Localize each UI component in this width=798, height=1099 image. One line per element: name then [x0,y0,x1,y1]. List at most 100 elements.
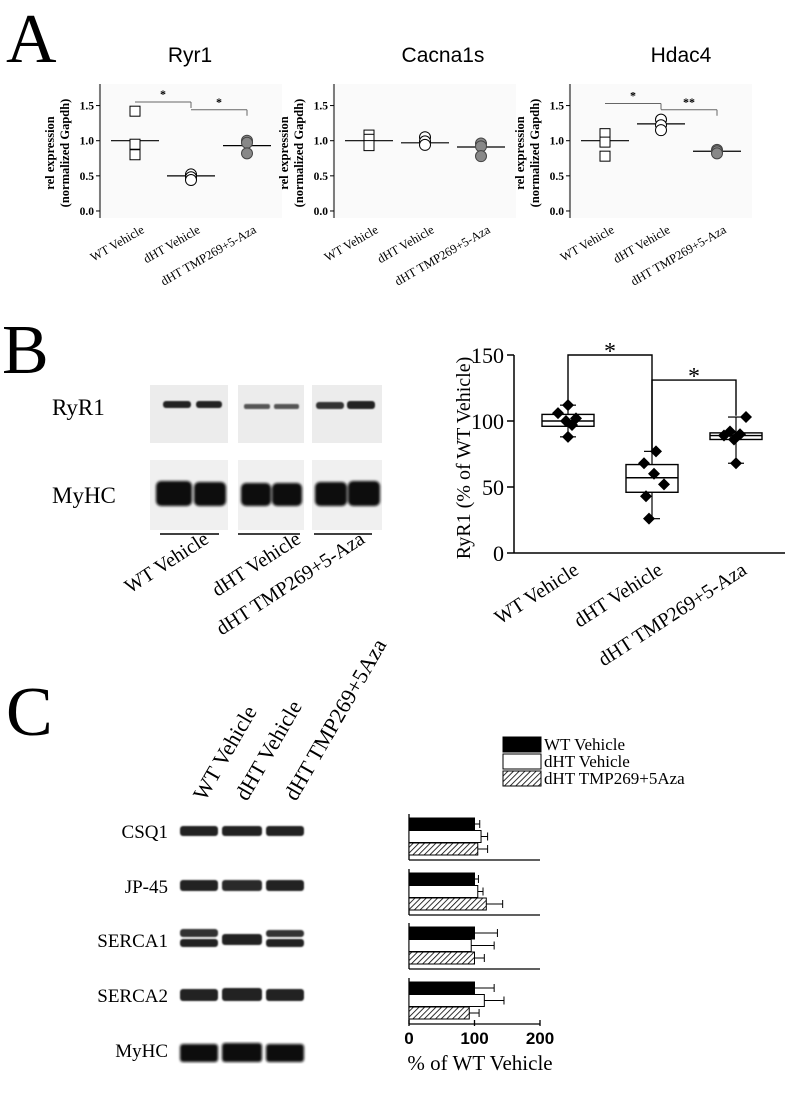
blot-band [222,988,262,1001]
chart-title: Hdac4 [651,44,712,67]
blot-band [266,826,304,836]
legend-swatch [502,753,542,770]
significance-label: ** [683,95,695,109]
data-point [638,457,650,470]
blot-c-row-label: SERCA1 [97,931,168,952]
western-blot-c: WT Vehicle dHT Vehicle dHT TMP269+5Aza C… [97,634,391,1062]
y-tick-label: 0.0 [314,206,329,218]
y-tick-label: 50 [482,475,504,500]
y-tick-label: 1.0 [550,136,565,148]
plot-area [98,84,282,218]
significance-label: * [688,364,700,390]
y-tick-label: 0.5 [314,171,329,183]
chart-title: Cacna1s [402,44,485,67]
x-tick-label: WT Vehicle [322,222,381,264]
bar [408,897,487,911]
blot-b-strip [150,385,228,443]
plot-area [332,84,516,218]
significance-label: * [216,95,222,109]
data-point [728,433,740,446]
data-point [640,490,652,503]
data-point [129,138,141,150]
blot-band [315,482,347,506]
data-point [650,445,662,458]
blot-band [222,826,262,836]
data-point [599,150,611,162]
bar [408,951,475,965]
y-tick-label: 0.0 [80,206,95,218]
significance-label: * [630,88,636,102]
y-tick-label: 0.5 [80,171,95,183]
blot-b-strip [238,385,304,443]
data-point [241,147,253,160]
blot-b-group-label: WT Vehicle [121,528,213,598]
data-point [241,136,253,149]
legend-label: dHT TMP269+5Aza [544,769,685,788]
data-point [730,457,742,470]
bar [408,830,482,843]
data-point [363,140,375,152]
data-point [475,150,487,163]
blot-band [348,481,380,506]
y-tick-label: 150 [471,343,504,368]
panel-letter-b: B [2,312,49,389]
blot-band [266,1044,304,1062]
y-axis-label-line: (normalized Gapdh) [58,99,72,208]
panel-letter-a: A [6,1,57,78]
y-axis-label-line: rel expression [277,116,291,190]
legend-label: WT Vehicle [544,735,625,754]
blot-band [241,483,271,506]
blot-band [347,401,375,409]
data-point [718,429,730,442]
y-tick-label: 100 [471,409,504,434]
x-tick-label: WT Vehicle [491,559,583,629]
blot-band [180,826,218,836]
x-tick-label: WT Vehicle [88,222,147,264]
data-point [711,147,723,160]
bar [408,939,472,952]
blot-band [180,929,218,937]
chart-title: Ryr1 [168,44,212,67]
blot-b-strip [312,385,382,443]
x-tick-label: 0 [404,1029,413,1048]
x-tick-label: 200 [526,1029,554,1048]
data-point [562,430,574,443]
bar [408,842,479,856]
panel-a-ryr1: Ryr1 rel expression(normalized Gapdh) 0.0 0… [43,44,282,288]
x-tick-label: WT Vehicle [558,222,617,264]
blot-band [196,401,222,408]
data-point [566,418,578,431]
legend-label: dHT Vehicle [544,752,630,771]
y-tick-label: 1.0 [314,136,329,148]
x-tick-label: 100 [460,1029,488,1048]
significance-label: * [160,87,166,101]
x-tick-label: dHT TMP269+5-Aza [628,222,729,288]
blot-b-row-label-myhc: MyHC [52,483,116,508]
blot-b-row-label-ryr1: RyR1 [52,395,105,420]
panel-letter-c: C [6,674,53,751]
blot-band [180,939,218,947]
y-axis-label: rel expression(normalized Gapdh) [43,99,72,208]
y-tick-label: 1.5 [80,101,95,113]
x-tick-label: dHT TMP269+5-Aza [594,559,751,671]
blot-band [194,482,226,506]
y-tick-label: 0.0 [550,206,565,218]
bar [408,885,479,898]
legend-swatch [502,770,542,787]
blot-band [266,989,304,1001]
data-point [129,105,141,117]
y-tick-label: 0.5 [550,171,565,183]
data-point [599,136,611,148]
blot-band [266,880,304,891]
blot-band [156,481,192,506]
y-tick-label: 1.0 [80,136,95,148]
x-tick-label: dHT TMP269+5-Aza [158,222,259,288]
y-tick-label: 0 [493,541,504,566]
x-tick-label: dHT TMP269+5-Aza [392,222,493,288]
y-axis-label-line: rel expression [513,116,527,190]
data-point [562,399,574,412]
data-point [655,124,667,137]
blot-band [266,939,304,947]
